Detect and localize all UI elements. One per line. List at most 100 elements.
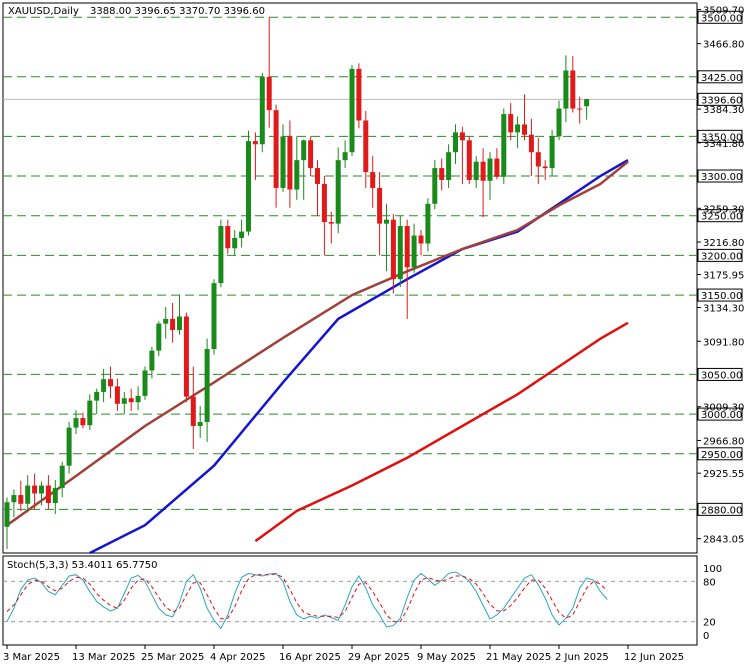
current-price-box	[697, 92, 743, 106]
candle-body	[577, 108, 583, 110]
candle-body	[542, 166, 548, 169]
candle-body	[570, 70, 576, 109]
stoch-header: Stoch(5,3,3) 53.4011 65.7750	[7, 560, 158, 571]
candle-body	[453, 132, 458, 153]
candle-body	[556, 108, 562, 137]
candle-body	[101, 379, 107, 392]
candle-body	[135, 395, 141, 403]
level-label: 2880.00	[701, 505, 742, 516]
candle-body	[287, 136, 293, 190]
candle-body	[239, 231, 245, 238]
candle-body	[80, 418, 86, 426]
level-label: 3250.00	[701, 212, 742, 223]
candle-body	[4, 502, 10, 527]
candle-body	[39, 485, 44, 494]
candle-body	[487, 158, 493, 181]
candle-body	[342, 152, 348, 161]
level-label-box	[697, 367, 743, 381]
candle-body	[66, 427, 72, 466]
candle-body	[259, 76, 265, 145]
candle-body	[439, 168, 445, 180]
candle-body	[384, 219, 389, 224]
level-label-box	[697, 407, 743, 421]
candle-body	[349, 68, 355, 153]
candle-body	[18, 495, 24, 504]
level-label: 3500.00	[701, 13, 742, 24]
candle-body	[501, 114, 507, 177]
level-label-box	[697, 10, 743, 24]
candle-body	[73, 418, 79, 428]
x-tick-label: 2 Jun 2025	[555, 652, 609, 663]
level-label-box	[697, 288, 743, 302]
level-label-box	[697, 169, 743, 183]
level-label-box	[697, 447, 743, 461]
candle-body	[508, 114, 514, 133]
y-tick-label: 2843.05	[703, 535, 744, 546]
x-tick-label: 16 Apr 2025	[279, 652, 341, 663]
x-tick-label: 29 Apr 2025	[348, 652, 410, 663]
candle-body	[411, 235, 417, 268]
candle-body	[535, 152, 541, 167]
candle-body	[335, 160, 341, 224]
candle-body	[280, 136, 286, 188]
candle-body	[446, 152, 452, 180]
x-tick-label: 4 Apr 2025	[210, 652, 265, 663]
candle-body	[204, 349, 210, 423]
candle-body	[128, 398, 134, 403]
candle-body	[142, 370, 148, 396]
candle-body	[563, 70, 569, 109]
candle-body	[11, 495, 17, 503]
candle-body	[515, 124, 521, 133]
moving-average-line	[89, 159, 629, 555]
candle-body	[356, 68, 362, 121]
candle-body	[308, 140, 314, 169]
candle-body	[301, 140, 307, 161]
candle-body	[494, 158, 500, 177]
chart-symbol: XAUUSD,Daily	[8, 6, 79, 17]
candle-body	[52, 487, 58, 503]
candle-body	[218, 226, 224, 284]
candle-body	[163, 318, 169, 324]
y-tick-label: 3091.80	[703, 337, 744, 348]
candle-body	[528, 134, 534, 153]
y-tick-label: 3175.95	[703, 270, 744, 281]
candle-body	[466, 140, 472, 180]
y-tick-label: 3134.30	[703, 304, 744, 315]
candle-body	[549, 136, 555, 169]
candle-body	[197, 422, 203, 427]
candle-body	[170, 318, 176, 330]
candle-body	[87, 400, 93, 426]
candle-body	[459, 132, 465, 141]
y-tick-label: 3259.30	[703, 204, 744, 215]
candle-body	[432, 168, 438, 204]
candle-body	[156, 323, 162, 351]
level-label-box	[697, 129, 743, 143]
stoch-tick-label: 100	[703, 564, 722, 575]
candle-body	[473, 161, 479, 180]
stoch-plot-frame	[2, 555, 698, 646]
level-label-box	[697, 70, 743, 84]
candle-body	[211, 283, 217, 350]
candle-body	[273, 110, 279, 188]
y-tick-label: 3009.30	[703, 403, 744, 414]
y-tick-label: 3384.30	[703, 105, 744, 116]
current-price-label: 3396.60	[701, 95, 742, 106]
x-tick-label: 12 Jun 2025	[624, 652, 684, 663]
level-label: 3300.00	[701, 172, 742, 183]
main-plot-frame	[2, 2, 698, 554]
candle-body	[114, 386, 120, 404]
y-tick-label: 2966.80	[703, 436, 744, 447]
moving-average-line	[254, 321, 629, 543]
level-label-box	[697, 248, 743, 262]
stoch-tick-label: 20	[703, 618, 716, 629]
y-tick-label: 3341.80	[703, 139, 744, 150]
candle-body	[480, 161, 486, 181]
candle-body	[370, 172, 376, 188]
candle-body	[390, 219, 396, 280]
level-label: 3050.00	[701, 370, 742, 381]
candle-body	[177, 316, 182, 330]
candle-body	[149, 350, 155, 371]
candle-body	[121, 398, 127, 404]
candle-body	[252, 141, 258, 145]
